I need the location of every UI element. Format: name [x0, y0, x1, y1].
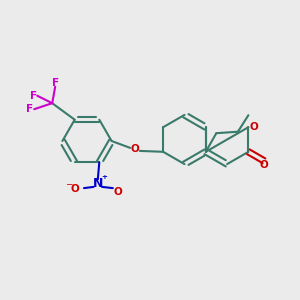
Text: F: F [30, 91, 37, 101]
Text: +: + [102, 174, 108, 180]
Text: O: O [260, 160, 268, 170]
Text: N: N [93, 177, 103, 190]
Text: −: − [65, 180, 73, 189]
Text: O: O [249, 122, 258, 132]
Text: O: O [113, 187, 122, 197]
Text: O: O [70, 184, 79, 194]
Text: O: O [130, 144, 140, 154]
Text: F: F [26, 104, 33, 114]
Text: F: F [52, 78, 59, 88]
